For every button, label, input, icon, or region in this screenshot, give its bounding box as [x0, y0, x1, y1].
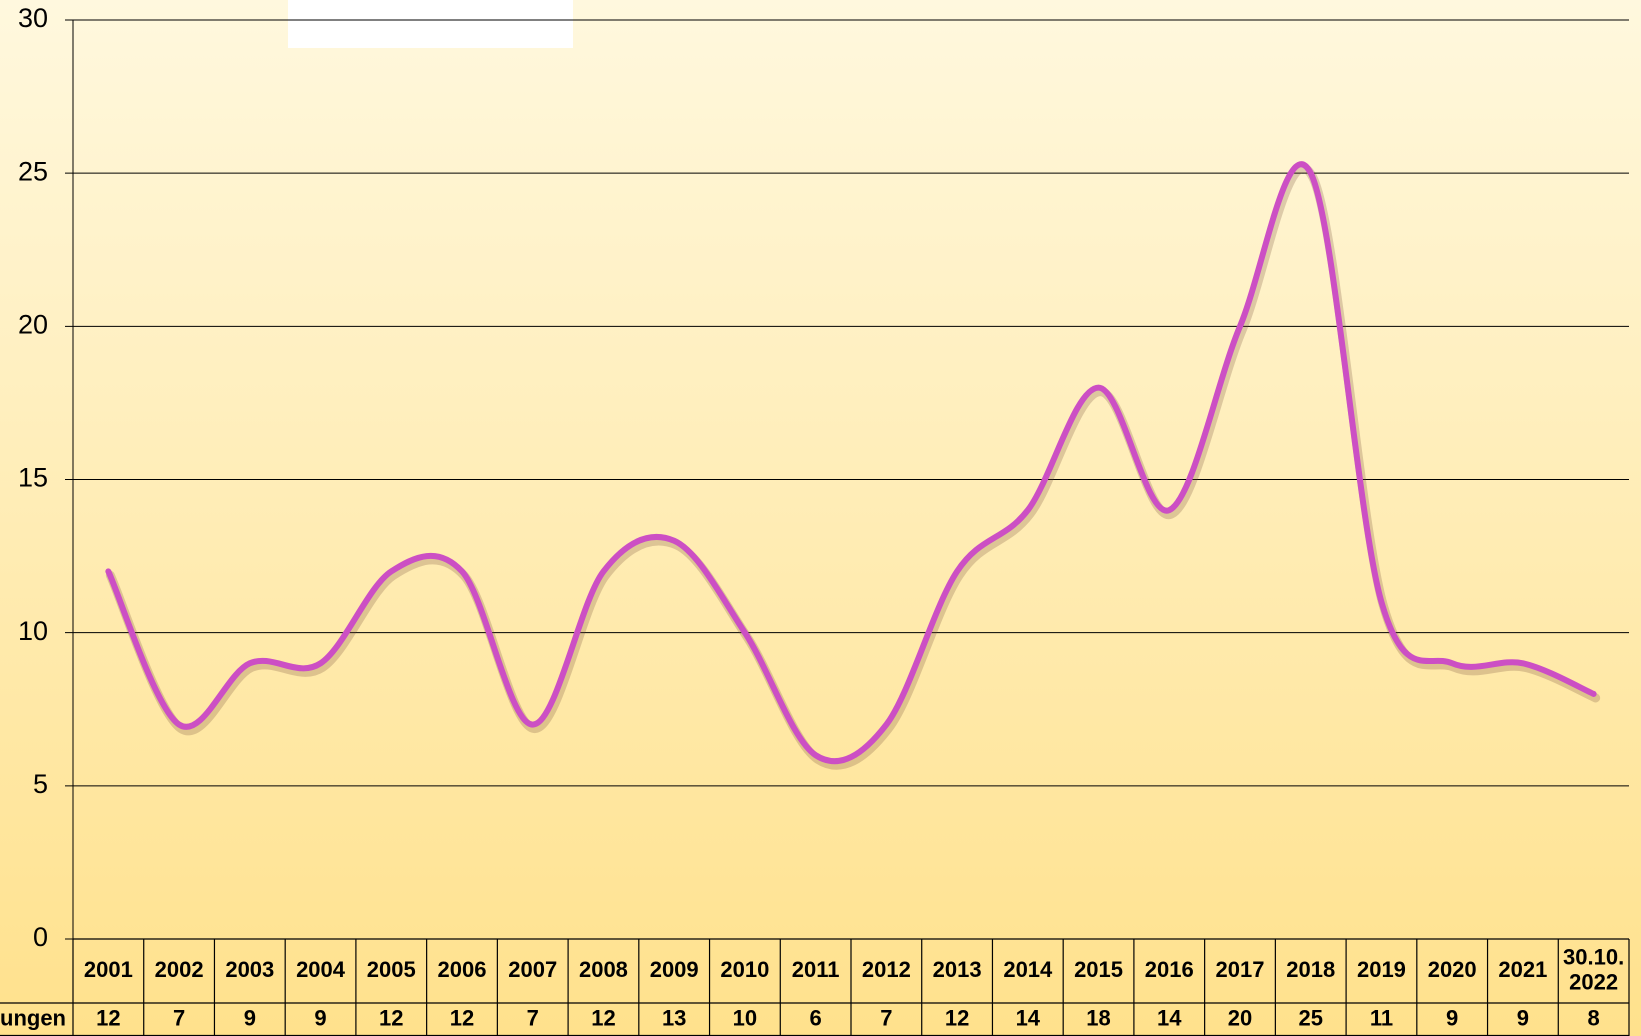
x-tick-label: 2019	[1357, 957, 1406, 982]
table-value: 12	[591, 1005, 615, 1030]
row-label: ungen	[0, 1005, 66, 1030]
x-tick-label: 2020	[1428, 957, 1477, 982]
table-value: 9	[1446, 1005, 1458, 1030]
x-tick-label: 2021	[1498, 957, 1547, 982]
table-value: 10	[733, 1005, 757, 1030]
x-tick-label: 2002	[155, 957, 204, 982]
x-tick-label: 2008	[579, 957, 628, 982]
y-tick-label: 15	[18, 463, 48, 493]
table-value: 7	[173, 1005, 185, 1030]
table-value: 6	[810, 1005, 822, 1030]
x-tick-label: 2018	[1286, 957, 1335, 982]
x-tick-label: 2004	[296, 957, 346, 982]
y-tick-label: 5	[33, 769, 48, 799]
x-tick-label: 2010	[720, 957, 769, 982]
y-tick-label: 25	[18, 156, 48, 186]
table-value: 11	[1370, 1005, 1393, 1030]
x-tick-label: 2006	[438, 957, 487, 982]
y-tick-label: 10	[18, 616, 48, 646]
y-tick-label: 30	[18, 3, 48, 33]
table-value: 9	[244, 1005, 256, 1030]
x-tick-label: 2005	[367, 957, 416, 982]
x-tick-label: 2012	[862, 957, 911, 982]
table-value: 12	[379, 1005, 403, 1030]
table-value: 8	[1588, 1005, 1600, 1030]
table-value: 25	[1298, 1005, 1322, 1030]
y-tick-label: 0	[33, 922, 48, 952]
x-tick-label: 2015	[1074, 957, 1123, 982]
table-value: 9	[1517, 1005, 1529, 1030]
x-tick-label: 2007	[508, 957, 557, 982]
plot: 0 5 10 15 20 25 30 2001 2002 2003 2004 2005 2006 2007…	[0, 3, 1630, 1036]
x-tick-label: 2009	[650, 957, 699, 982]
x-tick-label: 30.10. 2022	[1563, 944, 1624, 994]
picture	[288, 0, 573, 48]
table-value: 7	[880, 1005, 892, 1030]
table-value: 20	[1228, 1005, 1252, 1030]
table-value: 13	[662, 1005, 686, 1030]
x-tick-label: 2003	[225, 957, 274, 982]
table-value: 9	[314, 1005, 326, 1030]
x-tick-label: 2017	[1216, 957, 1265, 982]
table-value: 18	[1086, 1005, 1110, 1030]
table-value: 12	[945, 1005, 969, 1030]
x-tick-label: 2013	[933, 957, 982, 982]
table-value: 12	[96, 1005, 120, 1030]
table-value: 12	[450, 1005, 474, 1030]
table-value: 7	[527, 1005, 539, 1030]
x-tick-label: 2001	[84, 957, 133, 982]
table-value: 14	[1157, 1005, 1182, 1030]
x-tick-label: 2016	[1145, 957, 1194, 982]
x-tick-label: 2011	[792, 957, 840, 982]
table-value: 14	[1016, 1005, 1041, 1030]
x-tick-label: 2014	[1003, 957, 1053, 982]
y-tick-label: 20	[18, 309, 48, 339]
line	[105, 161, 1597, 765]
